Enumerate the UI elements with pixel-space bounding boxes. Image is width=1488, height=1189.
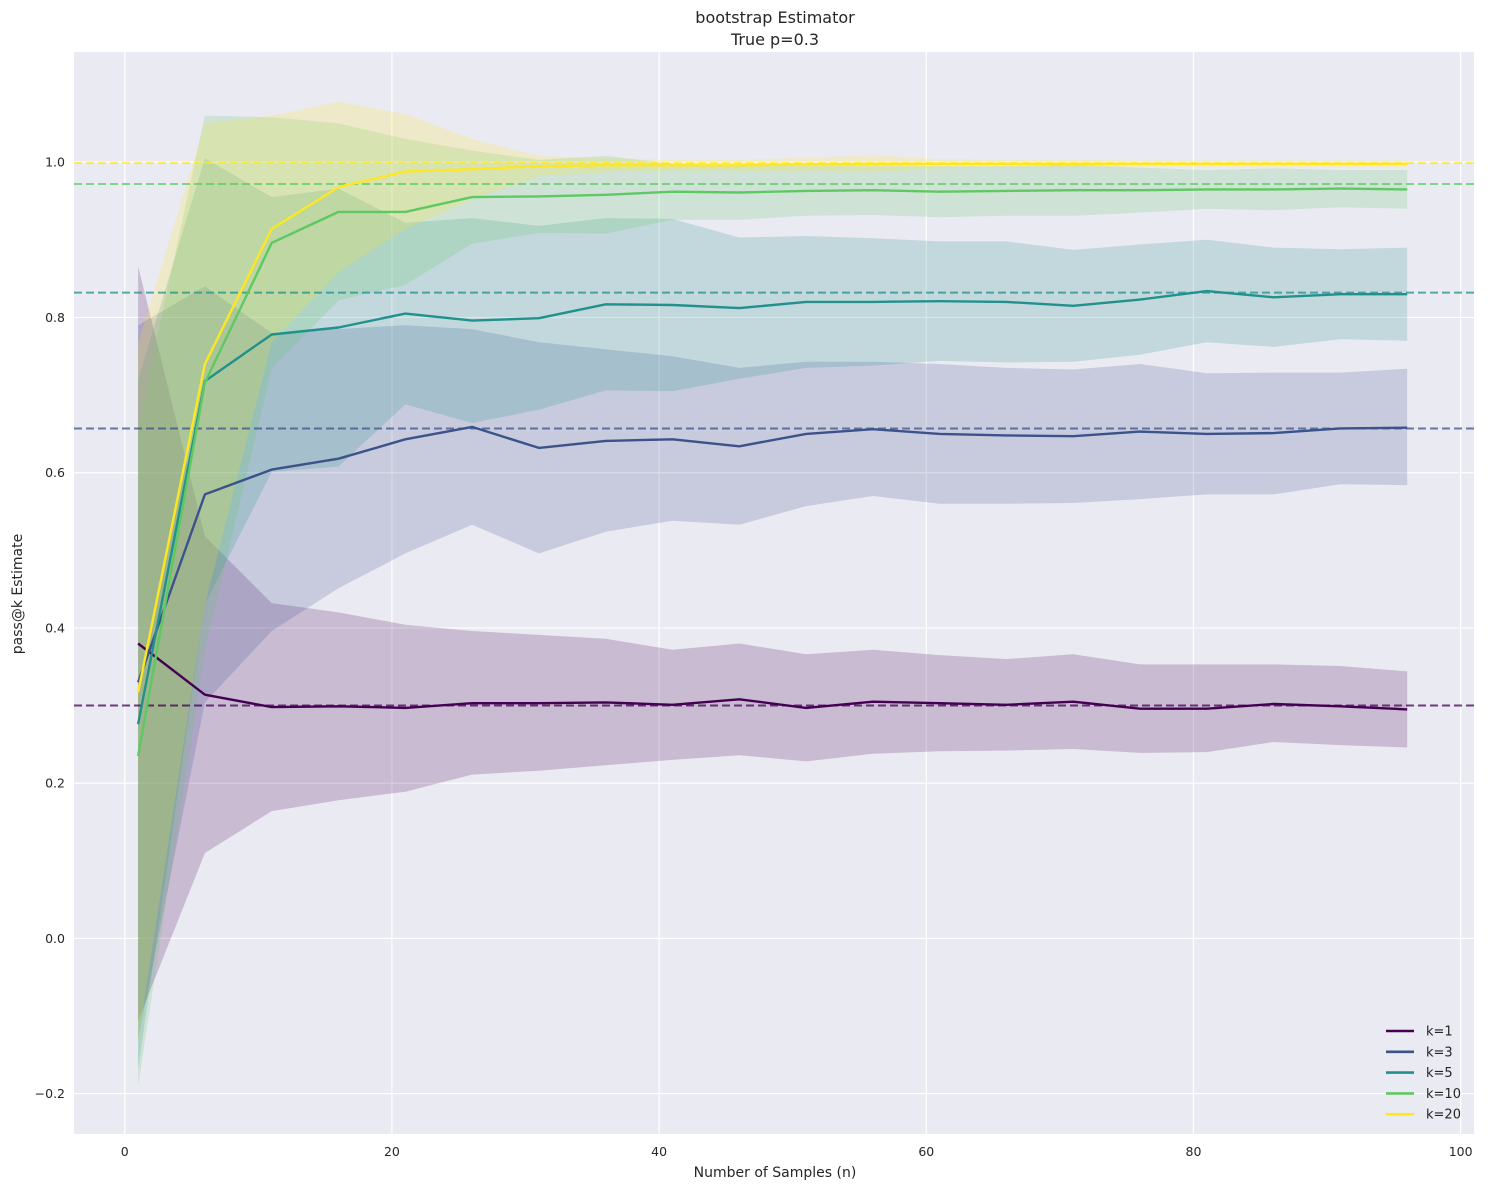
y-axis-ticks: −0.2 0.0 0.2 0.4 0.6 0.8 1.0 — [35, 155, 65, 1101]
chart-subtitle: True p=0.3 — [730, 30, 819, 49]
y-tick-label: 0.6 — [45, 465, 65, 480]
legend-label-k5: k=5 — [1426, 1066, 1453, 1081]
legend-label-k20: k=20 — [1426, 1108, 1461, 1123]
x-tick-label: 100 — [1449, 1144, 1473, 1159]
plot-background — [74, 52, 1474, 1134]
legend: k=1 k=3 k=5 k=10 k=20 — [1386, 1025, 1461, 1123]
series-line-k3 — [136, 425, 1408, 683]
band-k10 — [138, 115, 1408, 1086]
x-axis-label: Number of Samples (n) — [694, 1165, 857, 1181]
y-tick-label: 0.4 — [45, 620, 65, 635]
y-axis-label: pass@k Estimate — [10, 534, 26, 654]
band-k1 — [138, 266, 1408, 1021]
y-tick-label: 0.2 — [45, 776, 65, 791]
y-tick-label: 0.0 — [45, 931, 65, 946]
series-line-k10 — [136, 187, 1408, 757]
legend-label-k1: k=1 — [1426, 1025, 1453, 1040]
series-line-k20 — [136, 162, 1408, 693]
x-tick-label: 0 — [121, 1144, 129, 1159]
chart-title: bootstrap Estimator — [695, 8, 855, 27]
y-tick-label: −0.2 — [35, 1086, 65, 1101]
x-tick-label: 20 — [384, 1144, 400, 1159]
band-k5 — [138, 158, 1408, 1069]
x-tick-label: 60 — [918, 1144, 934, 1159]
x-tick-label: 40 — [651, 1144, 667, 1159]
grid — [74, 52, 1474, 1134]
legend-label-k10: k=10 — [1426, 1087, 1461, 1102]
y-tick-label: 1.0 — [45, 155, 65, 170]
series-line-k1 — [137, 642, 1408, 711]
series-line-k5 — [136, 289, 1408, 725]
series-lines — [136, 162, 1408, 757]
confidence-bands — [138, 101, 1408, 1086]
y-tick-label: 0.8 — [45, 310, 65, 325]
x-tick-label: 80 — [1186, 1144, 1202, 1159]
band-k20 — [138, 101, 1408, 1041]
legend-label-k3: k=3 — [1426, 1045, 1453, 1060]
x-axis-ticks: 0 20 40 60 80 100 — [121, 1144, 1473, 1159]
band-k3 — [138, 286, 1408, 1040]
